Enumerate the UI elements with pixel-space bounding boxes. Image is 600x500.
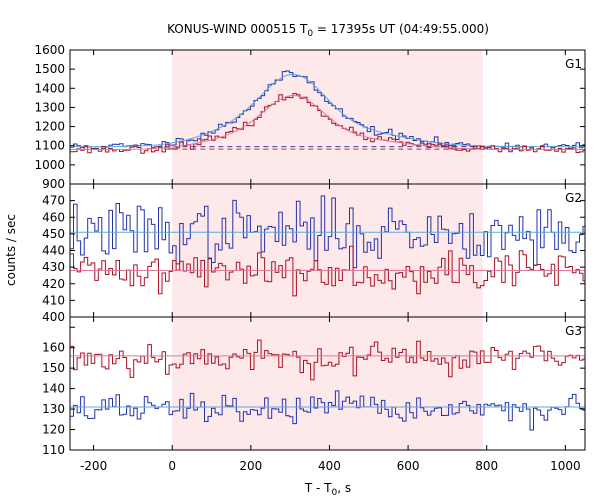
- y-tick-label: 1000: [34, 158, 65, 172]
- panel-g3: 110 120 130 140 150 160 G3: [42, 316, 586, 457]
- y-tick-label: 900: [42, 177, 65, 191]
- y-tick-label: 110: [42, 443, 65, 457]
- chart-title-main: KONUS-WIND 000515 T: [167, 22, 308, 36]
- panel-frame-g3: [69, 316, 586, 451]
- series-g3-blue: [70, 390, 585, 431]
- y-tick-label: 1200: [34, 120, 65, 134]
- x-axis-label-unit: , s: [337, 481, 351, 495]
- y-tick-label: 400: [42, 310, 65, 324]
- chart-title-time: = 17395s UT (04:49:55.000): [313, 22, 489, 36]
- panel-label: G1: [565, 57, 582, 71]
- x-tick-label: 600: [397, 459, 420, 473]
- y-tick-label: 1500: [34, 62, 65, 76]
- series-g3-red: [70, 339, 585, 381]
- x-tick-label: 1000: [550, 459, 581, 473]
- panel-g2: 400 410 420 430 440 450 460 470 G2: [42, 183, 586, 324]
- series-g1-red: [70, 93, 585, 154]
- panel-label: G3: [565, 324, 582, 338]
- y-tick-label: 430: [42, 260, 65, 274]
- y-tick-label: 1400: [34, 81, 65, 95]
- y-tick-label: 160: [42, 341, 65, 355]
- chart-title: KONUS-WIND 000515 T0 = 17395s UT (04:49:…: [167, 22, 489, 39]
- x-tick-label: 400: [318, 459, 341, 473]
- y-tick-label: 130: [42, 402, 65, 416]
- plot-area: 9001000110012001300140015001600G14004104…: [34, 43, 586, 473]
- y-tick-label: 460: [42, 210, 65, 224]
- y-tick-label: 1600: [34, 43, 65, 57]
- fit-g1-blue: [70, 73, 585, 148]
- x-tick-label: -200: [80, 459, 107, 473]
- x-tick-label: 800: [475, 459, 498, 473]
- y-tick-label: 1100: [34, 139, 65, 153]
- panel-label: G2: [565, 191, 582, 205]
- y-tick-label: 120: [42, 423, 65, 437]
- panel-g1: 900 1000 1100 1200 1300 1400 1500 1600 G1: [34, 43, 586, 191]
- x-tick-label: 0: [168, 459, 176, 473]
- x-axis-label-subscript: 0: [332, 488, 338, 498]
- y-tick-label: 450: [42, 227, 65, 241]
- y-tick-label: 470: [42, 194, 65, 208]
- chart-title-subscript: 0: [307, 29, 313, 39]
- y-axis-label: counts / sec: [4, 214, 18, 286]
- x-axis-label: T - T0, s: [304, 481, 351, 498]
- x-tick-label: 200: [239, 459, 262, 473]
- y-tick-label: 420: [42, 277, 65, 291]
- y-tick-label: 1300: [34, 100, 65, 114]
- series-g2-red: [70, 245, 585, 297]
- series-g2-blue: [70, 195, 585, 269]
- fit-g1-red: [70, 95, 585, 150]
- y-tick-label: 410: [42, 293, 65, 307]
- y-tick-label: 140: [42, 382, 65, 396]
- x-axis-label-main: T - T: [304, 481, 332, 495]
- y-tick-label: 440: [42, 244, 65, 258]
- y-tick-label: 150: [42, 361, 65, 375]
